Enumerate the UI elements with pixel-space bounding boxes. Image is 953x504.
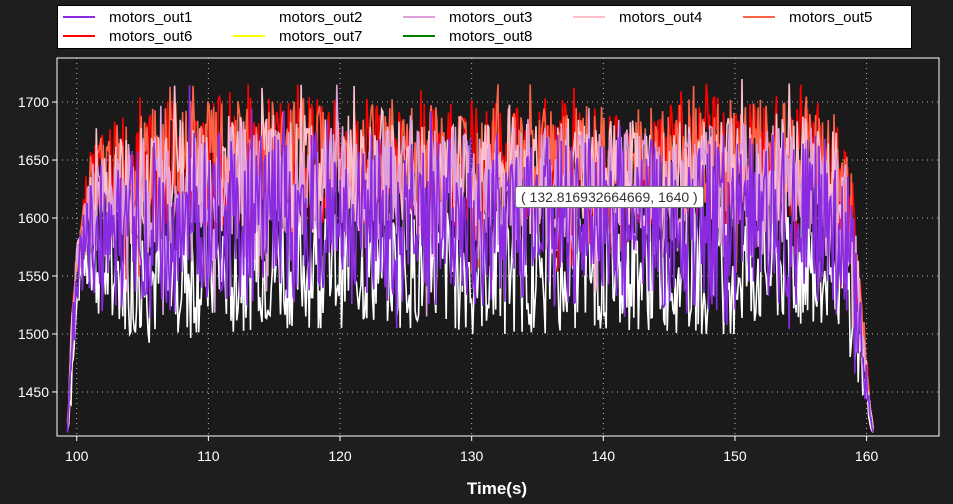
legend-label: motors_out1 bbox=[109, 8, 193, 26]
legend-swatch bbox=[573, 16, 605, 18]
legend-item-motors_out6[interactable]: motors_out6 bbox=[63, 27, 192, 45]
legend-label: motors_out6 bbox=[109, 27, 193, 45]
x-tick-label: 150 bbox=[723, 448, 747, 464]
legend-swatch bbox=[63, 35, 95, 37]
y-tick-label: 1600 bbox=[18, 210, 49, 226]
legend-label: motors_out5 bbox=[789, 8, 873, 26]
legend-label: motors_out4 bbox=[619, 8, 703, 26]
legend-swatch bbox=[403, 16, 435, 18]
legend-item-motors_out3[interactable]: motors_out3 bbox=[403, 8, 532, 26]
y-tick-label: 1500 bbox=[18, 326, 49, 342]
legend-label: motors_out3 bbox=[449, 8, 533, 26]
legend-swatch bbox=[403, 35, 435, 37]
legend-swatch bbox=[63, 16, 95, 18]
x-tick-label: 130 bbox=[460, 448, 484, 464]
y-tick-label: 1700 bbox=[18, 94, 49, 110]
x-tick-label: 100 bbox=[65, 448, 89, 464]
value-tooltip: ( 132.816932664669, 1640 ) bbox=[515, 186, 704, 208]
legend-label: motors_out2 bbox=[279, 8, 363, 26]
legend-swatch bbox=[233, 16, 265, 18]
legend-item-motors_out2[interactable]: motors_out2 bbox=[233, 8, 362, 26]
legend-swatch bbox=[233, 35, 265, 37]
legend-item-motors_out1[interactable]: motors_out1 bbox=[63, 8, 192, 26]
legend: motors_out1 motors_out2 motors_out3 motors_… bbox=[57, 5, 912, 49]
legend-item-motors_out7[interactable]: motors_out7 bbox=[233, 27, 362, 45]
series-line-motors_out1 bbox=[66, 85, 874, 433]
x-tick-label: 120 bbox=[328, 448, 352, 464]
y-tick-label: 1450 bbox=[18, 384, 49, 400]
legend-item-motors_out4[interactable]: motors_out4 bbox=[573, 8, 702, 26]
legend-label: motors_out7 bbox=[279, 27, 363, 45]
y-tick-label: 1650 bbox=[18, 152, 49, 168]
x-axis-label: Time(s) bbox=[467, 479, 527, 498]
legend-swatch bbox=[743, 16, 775, 18]
legend-item-motors_out5[interactable]: motors_out5 bbox=[743, 8, 872, 26]
x-tick-label: 110 bbox=[197, 448, 220, 464]
legend-label: motors_out8 bbox=[449, 27, 533, 45]
data-layer bbox=[66, 78, 874, 434]
x-tick-label: 160 bbox=[855, 448, 879, 464]
y-tick-label: 1550 bbox=[18, 268, 49, 284]
legend-item-motors_out8[interactable]: motors_out8 bbox=[403, 27, 532, 45]
x-tick-label: 140 bbox=[592, 448, 616, 464]
tick-layer: 100 110 120 130 140 150 160 1450 1500 1550 1600 165… bbox=[18, 94, 879, 464]
